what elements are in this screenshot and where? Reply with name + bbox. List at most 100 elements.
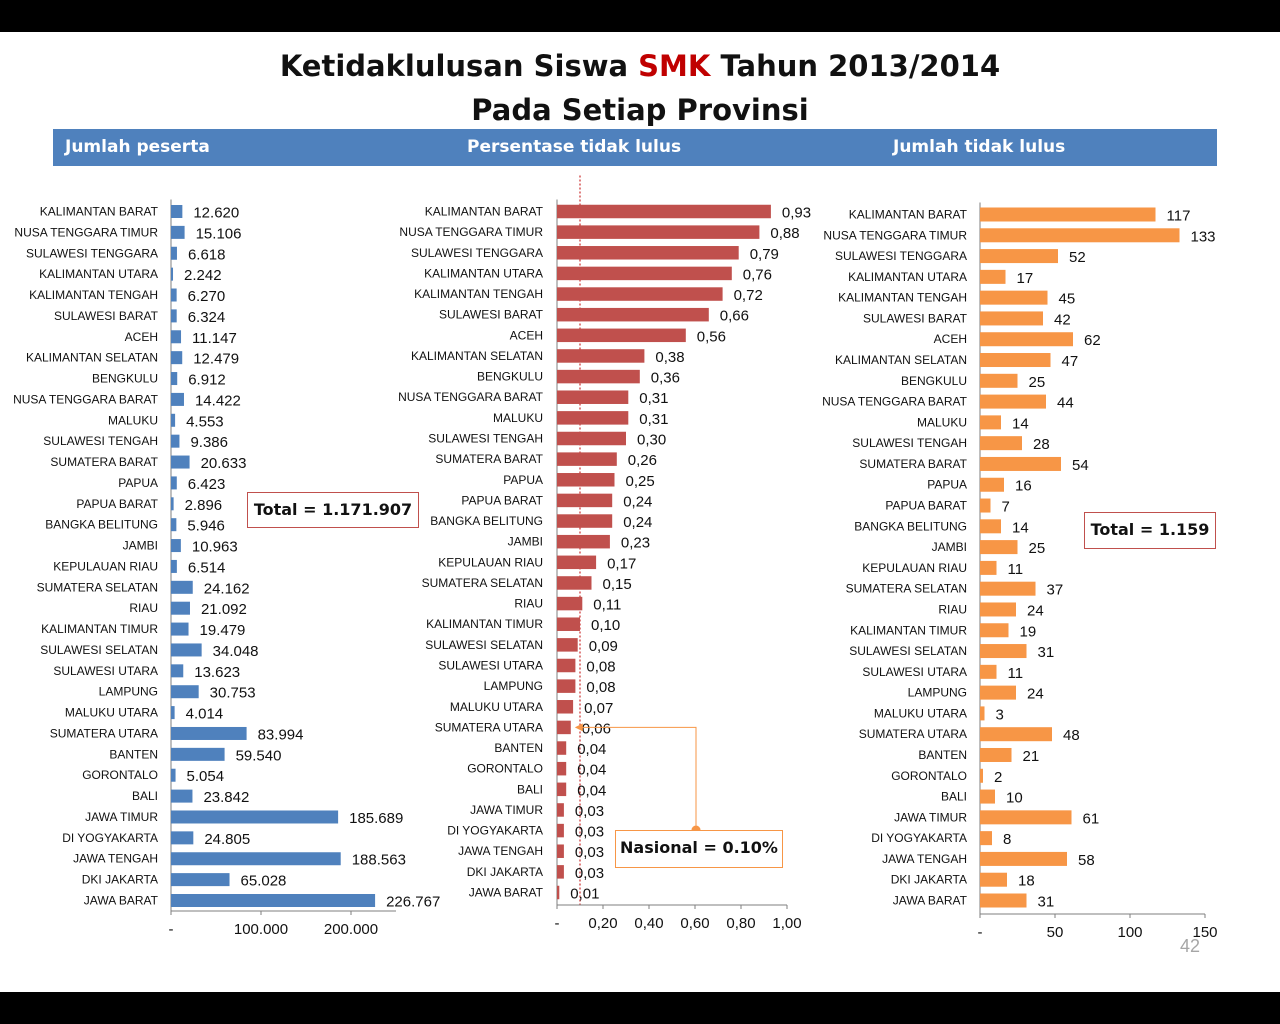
tidaklulus-category-label: PAPUA BARAT <box>885 499 967 513</box>
peserta-value-label: 15.106 <box>196 225 242 242</box>
peserta-category-label: SULAWESI UTARA <box>53 664 158 678</box>
persen-category-label: SULAWESI SELATAN <box>425 638 543 652</box>
peserta-category-label: BALI <box>132 789 158 803</box>
persen-category-label: BANTEN <box>494 741 543 755</box>
tidaklulus-bar <box>980 373 1018 388</box>
persen-category-label: JAMBI <box>508 535 543 549</box>
peserta-value-label: 12.620 <box>193 205 239 222</box>
peserta-value-label: 10.963 <box>192 539 238 556</box>
peserta-category-label: KALIMANTAN TENGAH <box>29 288 158 302</box>
peserta-category-label: LAMPUNG <box>99 685 158 699</box>
tidaklulus-bar <box>980 768 983 783</box>
tidaklulus-category-label: NUSA TENGGARA TIMUR <box>823 228 967 242</box>
persen-value-label: 0,38 <box>655 349 684 366</box>
peserta-category-label: RIAU <box>129 601 158 615</box>
peserta-category-label: GORONTALO <box>82 768 158 782</box>
tidaklulus-value-label: 31 <box>1038 644 1055 661</box>
tidaklulus-bar <box>980 269 1006 284</box>
peserta-value-label: 9.386 <box>190 434 228 451</box>
peserta-bar <box>171 768 176 782</box>
tidaklulus-bar <box>980 789 995 804</box>
persen-category-label: SULAWESI UTARA <box>438 659 543 673</box>
peserta-value-label: 65.028 <box>241 873 287 890</box>
persen-value-label: 0,04 <box>577 741 606 758</box>
peserta-bar <box>171 852 341 866</box>
persen-bar <box>557 307 709 322</box>
tidaklulus-value-label: 21 <box>1023 748 1040 765</box>
tidaklulus-value-label: 48 <box>1063 727 1080 744</box>
column-header-bar: Jumlah peserta Persentase tidak lulus Ju… <box>53 129 1217 166</box>
tidaklulus-bar <box>980 747 1012 762</box>
tidaklulus-bar <box>980 290 1048 305</box>
persen-category-label: KALIMANTAN TIMUR <box>426 617 543 631</box>
peserta-value-label: 6.514 <box>188 559 226 576</box>
tidaklulus-bar <box>980 436 1022 451</box>
persen-category-label: BALI <box>517 782 543 796</box>
tidaklulus-bar <box>980 456 1061 471</box>
persen-bar <box>557 865 564 879</box>
peserta-bar <box>171 455 190 469</box>
persen-category-label: KEPULAUAN RIAU <box>438 555 543 569</box>
peserta-bar <box>171 434 180 448</box>
peserta-category-label: KALIMANTAN SELATAN <box>26 351 158 365</box>
persen-bar <box>557 638 578 652</box>
peserta-bar <box>171 476 177 490</box>
peserta-value-label: 20.633 <box>201 455 247 472</box>
peserta-value-label: 21.092 <box>201 601 247 618</box>
tidaklulus-category-label: SULAWESI TENGGARA <box>835 249 967 263</box>
persen-tick-label: 0,80 <box>726 915 755 932</box>
tidaklulus-value-label: 11 <box>1008 561 1024 578</box>
nasional-callout-line <box>580 726 697 830</box>
persen-bar <box>557 741 567 755</box>
peserta-bar <box>171 497 174 511</box>
peserta-value-label: 11.147 <box>192 330 237 347</box>
persen-value-label: 0,30 <box>637 432 666 449</box>
peserta-bar <box>171 246 177 260</box>
persen-bar <box>557 328 686 343</box>
peserta-bar <box>171 643 202 657</box>
tidaklulus-value-label: 62 <box>1084 332 1101 349</box>
persen-tick-label: 0,60 <box>680 915 709 932</box>
peserta-value-label: 6.912 <box>188 372 226 389</box>
peserta-bar <box>171 518 177 532</box>
persen-value-label: 0,25 <box>626 473 655 490</box>
title-line1-post: Tahun 2013/2014 <box>710 49 1001 83</box>
persen-bar <box>557 761 567 776</box>
peserta-category-label: JAWA BARAT <box>84 894 159 908</box>
persen-value-label: 0,26 <box>628 452 657 469</box>
tidaklulus-category-label: KALIMANTAN BARAT <box>849 208 968 222</box>
peserta-bar <box>171 831 194 845</box>
tidaklulus-value-label: 11 <box>1008 665 1024 682</box>
peserta-bar <box>171 559 177 573</box>
persen-bar <box>557 658 576 673</box>
tidaklulus-bar <box>980 519 1001 534</box>
peserta-category-label: SUMATERA BARAT <box>50 455 158 469</box>
peserta-bar <box>171 664 184 678</box>
peserta-bar <box>171 205 183 218</box>
persen-value-label: 0,24 <box>623 514 652 531</box>
peserta-category-label: SULAWESI TENGGARA <box>26 246 158 260</box>
persen-bar <box>557 369 640 384</box>
persen-bar <box>557 679 576 693</box>
peserta-value-label: 6.423 <box>188 476 226 493</box>
persen-category-label: MALUKU UTARA <box>450 700 543 714</box>
peserta-bar <box>171 413 176 427</box>
peserta-category-label: PAPUA <box>118 476 158 490</box>
tidaklulus-value-label: 31 <box>1038 894 1055 911</box>
peserta-category-label: NUSA TENGGARA BARAT <box>13 392 159 406</box>
persen-value-label: 0,03 <box>575 803 604 820</box>
tidaklulus-value-label: 24 <box>1027 686 1044 703</box>
persen-tick-label: 1,00 <box>772 915 801 932</box>
tidaklulus-value-label: 14 <box>1012 415 1029 432</box>
persen-tick-label: 0,40 <box>634 915 663 932</box>
tidaklulus-value-label: 25 <box>1029 374 1046 391</box>
tidaklulus-category-label: PAPUA <box>927 478 967 492</box>
persen-value-label: 0,03 <box>575 865 604 882</box>
persen-value-label: 0,88 <box>770 225 799 242</box>
peserta-category-label: DKI JAKARTA <box>82 873 158 887</box>
tidaklulus-value-label: 16 <box>1015 478 1032 495</box>
persen-bar <box>557 576 592 590</box>
persen-bar <box>557 803 564 817</box>
tidaklulus-category-label: LAMPUNG <box>908 686 967 700</box>
tidaklulus-category-label: JAWA TIMUR <box>894 810 967 824</box>
